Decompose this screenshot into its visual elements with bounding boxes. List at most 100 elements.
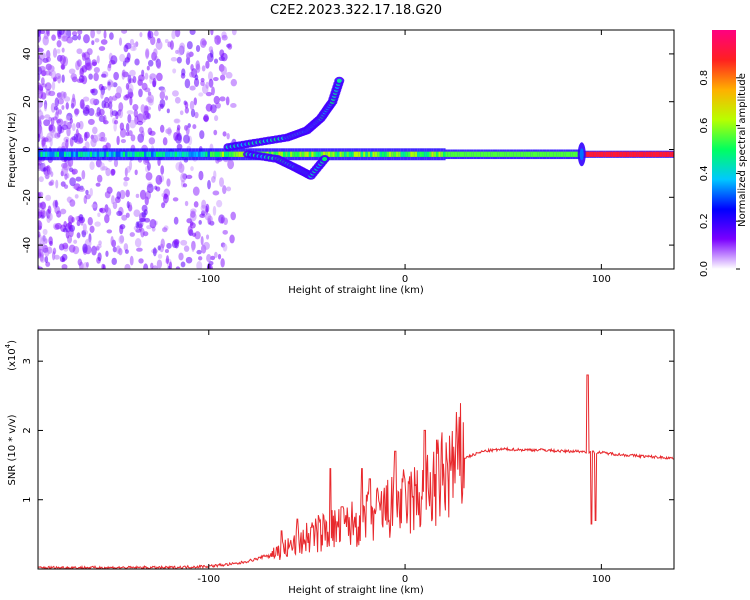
spectrogram-carrier-core bbox=[113, 151, 116, 157]
spectrogram-carrier-core bbox=[134, 151, 137, 157]
spectrogram-noise-mark bbox=[90, 137, 97, 148]
spectrogram-noise-mark bbox=[124, 263, 131, 269]
spectrogram-carrier-core bbox=[188, 151, 192, 157]
spectrogram-noise-mark bbox=[89, 225, 95, 233]
spectrogram-noise-mark bbox=[102, 136, 107, 143]
spectrogram-noise-mark bbox=[62, 227, 68, 233]
colorbar-tick-label: 0.6 bbox=[699, 118, 710, 134]
spectrogram-noise-mark bbox=[122, 60, 127, 67]
spectrogram-carrier-core bbox=[294, 151, 298, 157]
spectrogram-noise-mark bbox=[88, 107, 95, 116]
spectrogram-carrier-core bbox=[426, 151, 430, 157]
spectrogram-noise-mark bbox=[110, 168, 116, 176]
snr-panel: -100 0 100 1 2 3 Height of straight line (km… bbox=[4, 329, 675, 596]
spectrogram-noise-mark bbox=[116, 210, 123, 217]
spectrogram-carrier-core bbox=[386, 151, 390, 157]
spectrogram-noise-mark bbox=[116, 135, 120, 146]
spectrogram-carrier-core bbox=[605, 151, 609, 157]
spectrogram-noise-mark bbox=[54, 97, 59, 108]
spectrogram-noise-mark bbox=[214, 35, 222, 45]
spectrogram-carrier-core bbox=[172, 151, 175, 157]
spectrogram-noise-mark bbox=[59, 54, 66, 65]
spectrogram-noise-mark bbox=[98, 46, 106, 52]
spectrogram-noise-mark bbox=[212, 76, 219, 82]
spectrogram-noise-mark bbox=[205, 60, 210, 69]
spectrogram-carrier-core bbox=[527, 151, 531, 157]
snr-y-scale-base: (x10 bbox=[7, 348, 18, 371]
spectrogram-noise-mark bbox=[50, 117, 55, 126]
spectrogram-noise-mark bbox=[175, 162, 182, 171]
snr-plot-area bbox=[38, 330, 674, 569]
spectrogram-carrier-core bbox=[511, 151, 514, 157]
spectrogram-noise-mark bbox=[54, 199, 58, 208]
spectrogram-noise-mark bbox=[116, 191, 121, 200]
spectrogram-noise-mark bbox=[77, 258, 83, 266]
spectrogram-noise-mark bbox=[54, 254, 60, 260]
spectrogram-noise-mark bbox=[225, 96, 230, 106]
spectrogram-y-tick-label: -40 bbox=[22, 237, 33, 253]
spectrogram-carrier-core bbox=[217, 151, 220, 157]
spectrogram-carrier-core bbox=[440, 151, 444, 157]
spectrogram-carrier-core bbox=[282, 151, 286, 157]
spectrogram-noise-mark bbox=[161, 202, 166, 209]
spectrogram-noise-mark bbox=[45, 194, 52, 201]
spectrogram-noise-mark bbox=[190, 166, 194, 172]
snr-y-axis: 1 2 3 bbox=[22, 358, 674, 503]
spectrogram-noise-mark bbox=[103, 102, 110, 109]
spectrogram-noise-mark bbox=[216, 199, 223, 208]
spectrogram-carrier-core bbox=[235, 151, 239, 157]
spectrogram-noise-mark bbox=[176, 132, 182, 141]
spectrogram-noise-mark bbox=[113, 119, 119, 125]
spectrogram-noise-mark bbox=[205, 203, 210, 213]
spectrogram-noise-mark bbox=[38, 89, 42, 98]
spectrogram-noise-mark bbox=[173, 216, 179, 225]
spectrogram-noise-mark bbox=[119, 189, 126, 200]
spectrogram-noise-mark bbox=[124, 57, 131, 63]
spectrogram-carrier-core bbox=[118, 151, 121, 157]
spectrogram-noise-mark bbox=[134, 238, 142, 248]
spectrogram-noise-mark bbox=[52, 47, 58, 58]
spectrogram-noise-mark bbox=[120, 139, 127, 144]
spectrogram-noise-mark bbox=[105, 207, 112, 217]
spectrogram-noise-mark bbox=[93, 67, 100, 74]
spectrogram-noise-mark bbox=[192, 124, 197, 130]
spectrogram-noise-mark bbox=[78, 120, 84, 130]
spectrogram-noise-mark bbox=[217, 253, 222, 260]
spectrogram-carrier-core bbox=[513, 151, 517, 157]
spectrogram-noise-mark bbox=[89, 98, 97, 105]
spectrogram-carrier-core bbox=[445, 151, 448, 157]
spectrogram-carrier-core bbox=[308, 151, 312, 157]
spectrogram-noise-mark bbox=[138, 258, 144, 264]
spectrogram-carrier-core bbox=[464, 151, 467, 157]
spectrogram-noise-mark bbox=[191, 243, 195, 253]
spectrogram-noise-mark bbox=[194, 231, 201, 240]
spectrogram-carrier-core bbox=[184, 151, 187, 157]
spectrogram-noise-mark bbox=[48, 124, 53, 132]
spectrogram-noise-mark bbox=[78, 75, 85, 83]
spectrogram-noise-mark bbox=[92, 126, 98, 135]
spectrogram-carrier-core bbox=[129, 151, 133, 157]
spectrogram-noise-mark bbox=[82, 106, 90, 116]
spectrogram-carrier-core bbox=[494, 151, 498, 157]
spectrogram-carrier-core bbox=[238, 151, 241, 157]
spectrogram-noise-mark bbox=[38, 30, 42, 37]
spectrogram-noise-mark bbox=[211, 86, 215, 96]
spectrogram-carrier-core bbox=[424, 151, 427, 157]
spectrogram-noise-mark bbox=[172, 197, 179, 202]
spectrogram-carrier-core bbox=[160, 151, 163, 157]
spectrogram-carrier-core bbox=[504, 151, 507, 157]
spectrogram-noise-mark bbox=[40, 92, 47, 100]
spectrogram-noise-mark bbox=[210, 30, 214, 36]
spectrogram-carrier-core bbox=[610, 151, 613, 157]
spectrogram-noise-mark bbox=[104, 191, 111, 199]
spectrogram-carrier-core bbox=[544, 151, 547, 157]
spectrogram-noise-mark bbox=[184, 101, 189, 109]
spectrogram-noise-mark bbox=[153, 30, 159, 37]
spectrogram-noise-mark bbox=[111, 195, 115, 205]
spectrogram-carrier-core bbox=[162, 151, 166, 157]
spectrogram-noise-mark bbox=[41, 235, 47, 244]
spectrogram-carrier-core bbox=[586, 151, 590, 157]
spectrogram-carrier-core bbox=[549, 151, 552, 157]
spectrogram-noise-mark bbox=[175, 49, 179, 54]
spectrogram-carrier-core bbox=[103, 151, 107, 157]
